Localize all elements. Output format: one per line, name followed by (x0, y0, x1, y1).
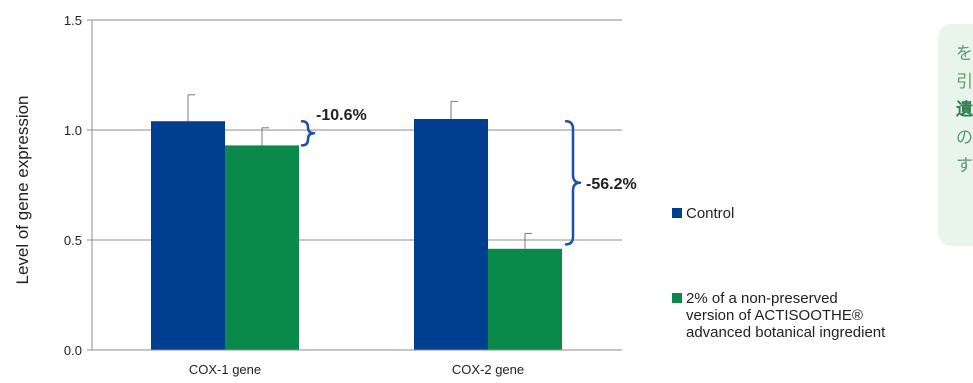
bar-treatment-1 (225, 145, 299, 350)
legend-swatch-treatment (672, 293, 682, 303)
side-note-line: の (956, 128, 973, 148)
side-note-line: 遺 (956, 100, 973, 120)
y-axis-title: Level of gene expression (13, 95, 32, 284)
side-note-line: を (956, 44, 973, 64)
legend-label: Control (686, 205, 734, 222)
annotation-label: -10.6% (316, 107, 367, 124)
x-tick-label: COX-2 gene (452, 362, 524, 377)
bar-treatment-2 (488, 248, 562, 350)
y-tick-label: 0.5 (64, 233, 82, 248)
legend-swatch-control (672, 208, 682, 218)
y-tick-label: 1.5 (64, 13, 82, 28)
side-note-box: を引遺のす (938, 24, 973, 246)
side-note-line: 引 (956, 72, 973, 92)
axis-layer: 0.0 0.5 1.0 1.5 COX-1 gene COX-2 gene Level of… (13, 13, 622, 377)
side-note-line: す (956, 156, 973, 176)
annotation-layer: -10.6% -56.2% (300, 107, 637, 246)
bars-layer (151, 94, 562, 350)
bar-control-1 (151, 121, 225, 350)
y-tick-label: 1.0 (64, 123, 82, 138)
brace-2 (564, 119, 582, 246)
brace-1 (300, 119, 316, 147)
legend-label: advanced botanical ingredient (686, 324, 886, 341)
annotation-label: -56.2% (586, 176, 637, 193)
legend-label: version of ACTISOOTHE® (686, 307, 863, 324)
x-tick-label: COX-1 gene (189, 362, 261, 377)
legend-label: 2% of a non-preserved (686, 290, 838, 307)
y-tick-label: 0.0 (64, 343, 82, 358)
bar-control-2 (414, 119, 488, 350)
